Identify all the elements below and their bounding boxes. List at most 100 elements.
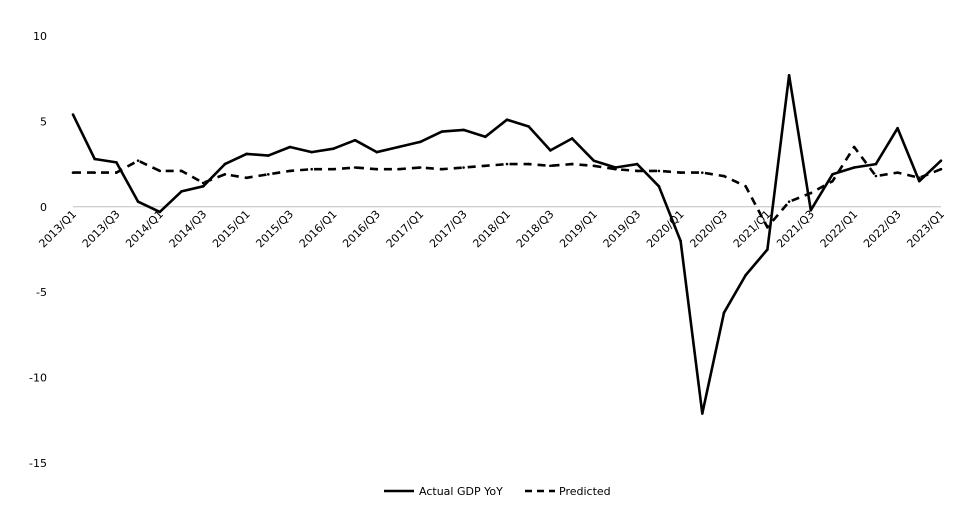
y-tick-label: 0 bbox=[40, 201, 47, 214]
x-axis-ticks: 2013/Q1 2013/Q3 2014/Q1 2014/Q3 2015/Q1 2015/… bbox=[36, 208, 947, 251]
data-point bbox=[180, 169, 183, 173]
x-tick-label: 2017/Q3 bbox=[427, 208, 470, 251]
legend-label-predicted: Predicted bbox=[559, 485, 611, 498]
data-point bbox=[115, 161, 118, 164]
data-point bbox=[505, 118, 509, 121]
data-point bbox=[375, 167, 379, 171]
y-axis-ticks: 10 5 0 -5 -10 -15 bbox=[29, 30, 47, 470]
data-point bbox=[896, 126, 899, 130]
x-tick-label: 2013/Q3 bbox=[80, 208, 123, 251]
data-point bbox=[440, 130, 444, 133]
x-tick-label: 2017/Q1 bbox=[384, 208, 427, 251]
data-point bbox=[679, 171, 682, 174]
series-line-actual bbox=[71, 74, 942, 415]
data-point bbox=[809, 208, 813, 212]
data-point bbox=[484, 164, 487, 168]
y-tick-label: 5 bbox=[40, 115, 47, 128]
x-tick-label: 2015/Q3 bbox=[253, 208, 296, 251]
data-point bbox=[267, 173, 270, 176]
series-line-predicted bbox=[73, 145, 942, 229]
y-tick-label: -15 bbox=[29, 457, 47, 470]
data-point bbox=[245, 152, 248, 156]
data-point bbox=[180, 190, 183, 193]
data-point bbox=[201, 181, 205, 185]
x-tick-label: 2022/Q3 bbox=[861, 208, 904, 251]
data-point bbox=[158, 210, 162, 214]
data-point bbox=[896, 171, 899, 174]
x-tick-label: 2014/Q3 bbox=[167, 208, 210, 251]
data-point bbox=[744, 273, 747, 277]
data-point bbox=[939, 167, 943, 171]
legend: Actual GDP YoY Predicted bbox=[384, 485, 611, 498]
data-point bbox=[722, 174, 726, 178]
x-tick-label: 2020/Q3 bbox=[687, 208, 730, 251]
data-point bbox=[809, 191, 813, 195]
data-point bbox=[353, 138, 357, 142]
data-point bbox=[852, 145, 856, 149]
series-predicted bbox=[71, 145, 943, 229]
data-point bbox=[245, 176, 248, 180]
data-point bbox=[527, 162, 530, 166]
data-point bbox=[136, 159, 140, 162]
data-point bbox=[701, 412, 704, 415]
data-point bbox=[635, 162, 639, 166]
data-point bbox=[71, 171, 75, 174]
x-tick-label: 2016/Q1 bbox=[297, 208, 340, 251]
data-point bbox=[115, 171, 118, 174]
data-point bbox=[787, 73, 791, 77]
data-point bbox=[831, 173, 834, 176]
data-point bbox=[505, 162, 509, 166]
data-point bbox=[635, 169, 639, 173]
y-tick-label: -10 bbox=[29, 372, 47, 385]
data-point bbox=[310, 150, 314, 154]
legend-item-predicted: Predicted bbox=[525, 485, 611, 498]
data-point bbox=[484, 135, 487, 139]
data-point bbox=[440, 167, 444, 171]
data-point bbox=[570, 137, 574, 140]
data-point bbox=[549, 164, 552, 168]
data-point bbox=[527, 125, 530, 128]
data-point bbox=[874, 174, 878, 178]
legend-item-actual: Actual GDP YoY bbox=[384, 485, 503, 498]
data-point bbox=[93, 157, 96, 161]
x-tick-label: 2022/Q1 bbox=[818, 208, 861, 251]
series-actual-gdp bbox=[71, 73, 943, 415]
data-point bbox=[831, 179, 834, 183]
data-point bbox=[939, 159, 943, 162]
data-point bbox=[418, 140, 422, 144]
data-point bbox=[288, 169, 292, 173]
data-point bbox=[570, 162, 574, 166]
data-point bbox=[201, 185, 205, 188]
data-point bbox=[592, 159, 596, 162]
data-point bbox=[657, 169, 661, 173]
x-tick-label: 2021/Q3 bbox=[774, 208, 817, 251]
data-point bbox=[918, 179, 921, 183]
data-point bbox=[766, 225, 769, 229]
data-point bbox=[701, 171, 704, 174]
data-point bbox=[93, 171, 96, 174]
data-point bbox=[874, 162, 878, 166]
data-point bbox=[462, 128, 465, 132]
x-tick-label: 2019/Q1 bbox=[557, 208, 600, 251]
x-tick-label: 2014/Q1 bbox=[123, 208, 166, 251]
data-point bbox=[158, 169, 162, 173]
data-point bbox=[397, 145, 400, 149]
x-tick-label: 2013/Q1 bbox=[36, 208, 79, 251]
x-tick-label: 2018/Q3 bbox=[514, 208, 557, 251]
data-point bbox=[353, 166, 357, 169]
y-tick-label: 10 bbox=[33, 30, 47, 43]
data-point bbox=[657, 185, 661, 188]
data-point bbox=[766, 248, 769, 251]
data-point bbox=[418, 166, 422, 169]
x-tick-label: 2019/Q3 bbox=[601, 208, 644, 251]
legend-label-actual: Actual GDP YoY bbox=[419, 485, 503, 498]
data-point bbox=[71, 113, 75, 116]
series-layer bbox=[71, 73, 943, 415]
data-point bbox=[223, 173, 227, 176]
data-point bbox=[722, 311, 726, 314]
x-tick-label: 2015/Q1 bbox=[210, 208, 253, 251]
x-tick-label: 2018/Q1 bbox=[470, 208, 513, 251]
data-point bbox=[918, 176, 921, 180]
y-tick-label: -5 bbox=[36, 286, 47, 299]
